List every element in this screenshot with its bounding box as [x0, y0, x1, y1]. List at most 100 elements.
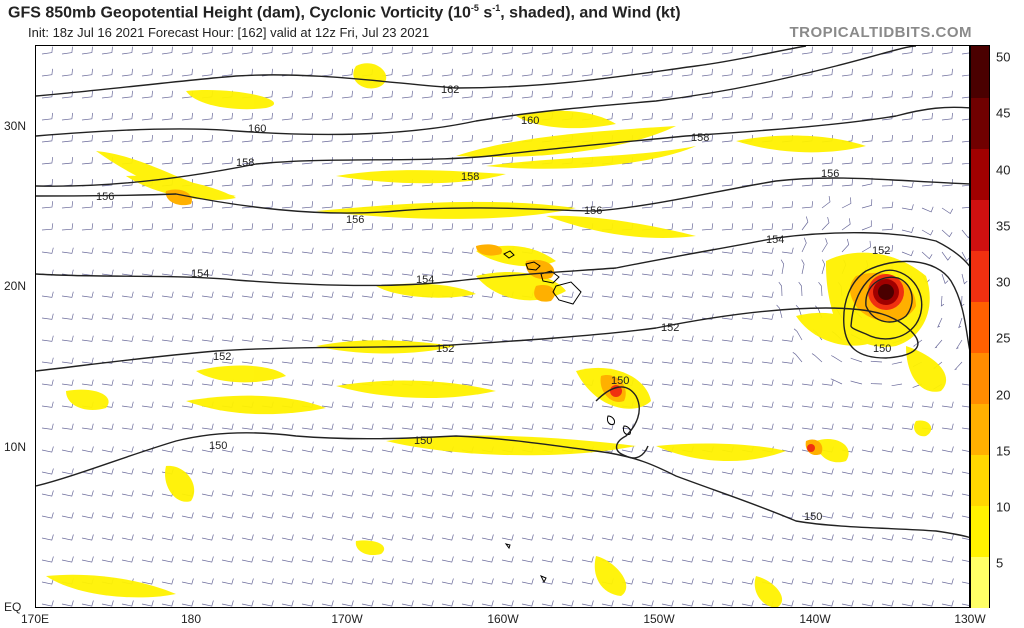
- wind-barb-icon: [281, 357, 294, 364]
- wind-barb-icon: [821, 490, 834, 497]
- wind-barb-icon: [941, 600, 954, 607]
- colorbar-tick: 50: [996, 49, 1011, 65]
- wind-barb-icon: [181, 247, 194, 254]
- wind-barb-icon: [561, 512, 574, 519]
- wind-barb-icon: [961, 251, 969, 262]
- wind-barb-icon: [61, 423, 74, 430]
- wind-barb-icon: [621, 556, 634, 563]
- wind-barb-icon: [141, 357, 154, 364]
- wind-barb-icon: [661, 46, 673, 55]
- wind-barb-icon: [681, 423, 694, 430]
- wind-barb-icon: [321, 600, 334, 607]
- wind-barb-icon: [161, 134, 174, 143]
- wind-barb-icon: [61, 291, 74, 298]
- wind-barb-icon: [441, 490, 454, 497]
- wind-barb-icon: [641, 179, 654, 187]
- wind-barb-icon: [161, 357, 174, 364]
- wind-barb-icon: [221, 134, 234, 143]
- wind-barb-icon: [861, 600, 874, 607]
- wind-barb-icon: [621, 46, 633, 55]
- wind-barb-icon: [781, 578, 794, 585]
- wind-barb-icon: [921, 229, 934, 236]
- wind-barb-icon: [721, 201, 734, 209]
- wind-barb-icon: [181, 335, 194, 342]
- wind-barb-icon: [801, 179, 814, 187]
- wind-barb-icon: [381, 401, 394, 408]
- wind-barb-icon: [461, 512, 474, 519]
- wind-barb-icon: [121, 490, 134, 497]
- wind-barb-icon: [561, 578, 574, 585]
- wind-barb-icon: [941, 490, 954, 497]
- wind-barb-icon: [381, 512, 394, 519]
- wind-barb-icon: [941, 134, 954, 143]
- wind-barb-icon: [681, 512, 694, 519]
- wind-barb-icon: [721, 335, 734, 342]
- wind-barb-icon: [181, 423, 194, 430]
- wind-barb-icon: [798, 281, 803, 297]
- wind-barb-icon: [261, 423, 274, 430]
- wind-barb-icon: [481, 223, 494, 231]
- wind-barb-icon: [621, 490, 634, 497]
- wind-barb-icon: [741, 90, 753, 99]
- wind-barb-icon: [61, 468, 74, 475]
- vorticity-shading: [46, 63, 947, 607]
- wind-barb-icon: [41, 512, 54, 519]
- wind-barb-icon: [581, 423, 594, 430]
- contour-label: 156: [821, 168, 839, 180]
- wind-barb-icon: [861, 490, 874, 497]
- wind-barb-icon: [661, 201, 674, 209]
- wind-barb-icon: [41, 490, 54, 497]
- wind-barb-icon: [641, 379, 654, 386]
- wind-barb-icon: [850, 357, 863, 363]
- wind-barb-icon: [321, 512, 334, 519]
- contour-label: 150: [209, 440, 227, 452]
- wind-barb-icon: [954, 361, 963, 371]
- wind-barb-icon: [121, 179, 134, 187]
- wind-barb-icon: [781, 90, 793, 99]
- wind-barb-icon: [461, 335, 474, 342]
- wind-barb-icon: [141, 335, 154, 342]
- colorbar-segment: [971, 97, 989, 149]
- wind-barb-icon: [81, 201, 94, 209]
- wind-barb-icon: [661, 357, 674, 364]
- wind-barb-icon: [521, 313, 534, 320]
- wind-barb-icon: [121, 201, 134, 209]
- wind-barb-icon: [901, 446, 914, 453]
- wind-barb-icon: [441, 90, 453, 99]
- wind-barb-icon: [101, 313, 114, 320]
- wind-barb-icon: [221, 157, 234, 165]
- wind-barb-icon: [161, 534, 174, 541]
- wind-barb-icon: [481, 134, 494, 143]
- wind-barb-icon: [201, 291, 214, 298]
- wind-barb-icon: [830, 378, 843, 385]
- wind-barb-icon: [141, 223, 154, 231]
- wind-barb-icon: [541, 578, 554, 585]
- colorbar-tick: 35: [996, 218, 1011, 234]
- wind-barb-icon: [281, 379, 294, 386]
- wind-barb-icon: [241, 556, 254, 563]
- colorbar-segment: [971, 505, 989, 557]
- wind-barb-icon: [361, 157, 374, 165]
- wind-barb-icon: [441, 313, 454, 320]
- wind-barb-icon: [321, 556, 334, 563]
- wind-barb-icon: [121, 534, 134, 541]
- wind-barb-icon: [201, 134, 214, 143]
- wind-barb-icon: [601, 90, 613, 99]
- wind-barb-icon: [621, 179, 634, 187]
- wind-barb-icon: [761, 201, 774, 209]
- wind-barb-icon: [701, 157, 714, 165]
- wind-barb-icon: [501, 379, 514, 386]
- wind-barb-icon: [441, 578, 454, 585]
- wind-barb-icon: [801, 468, 814, 475]
- wind-barb-icon: [281, 134, 294, 143]
- wind-barb-icon: [761, 401, 774, 408]
- wind-barb-icon: [81, 46, 93, 55]
- wind-barb-icon: [901, 134, 914, 143]
- wind-barb-icon: [301, 578, 314, 585]
- wind-barb-icon: [561, 68, 573, 77]
- wind-barb-icon: [281, 90, 293, 99]
- wind-barb-icon: [601, 357, 614, 364]
- wind-barb-icon: [361, 90, 373, 99]
- wind-barb-icon: [541, 512, 554, 519]
- wind-barb-icon: [701, 468, 714, 475]
